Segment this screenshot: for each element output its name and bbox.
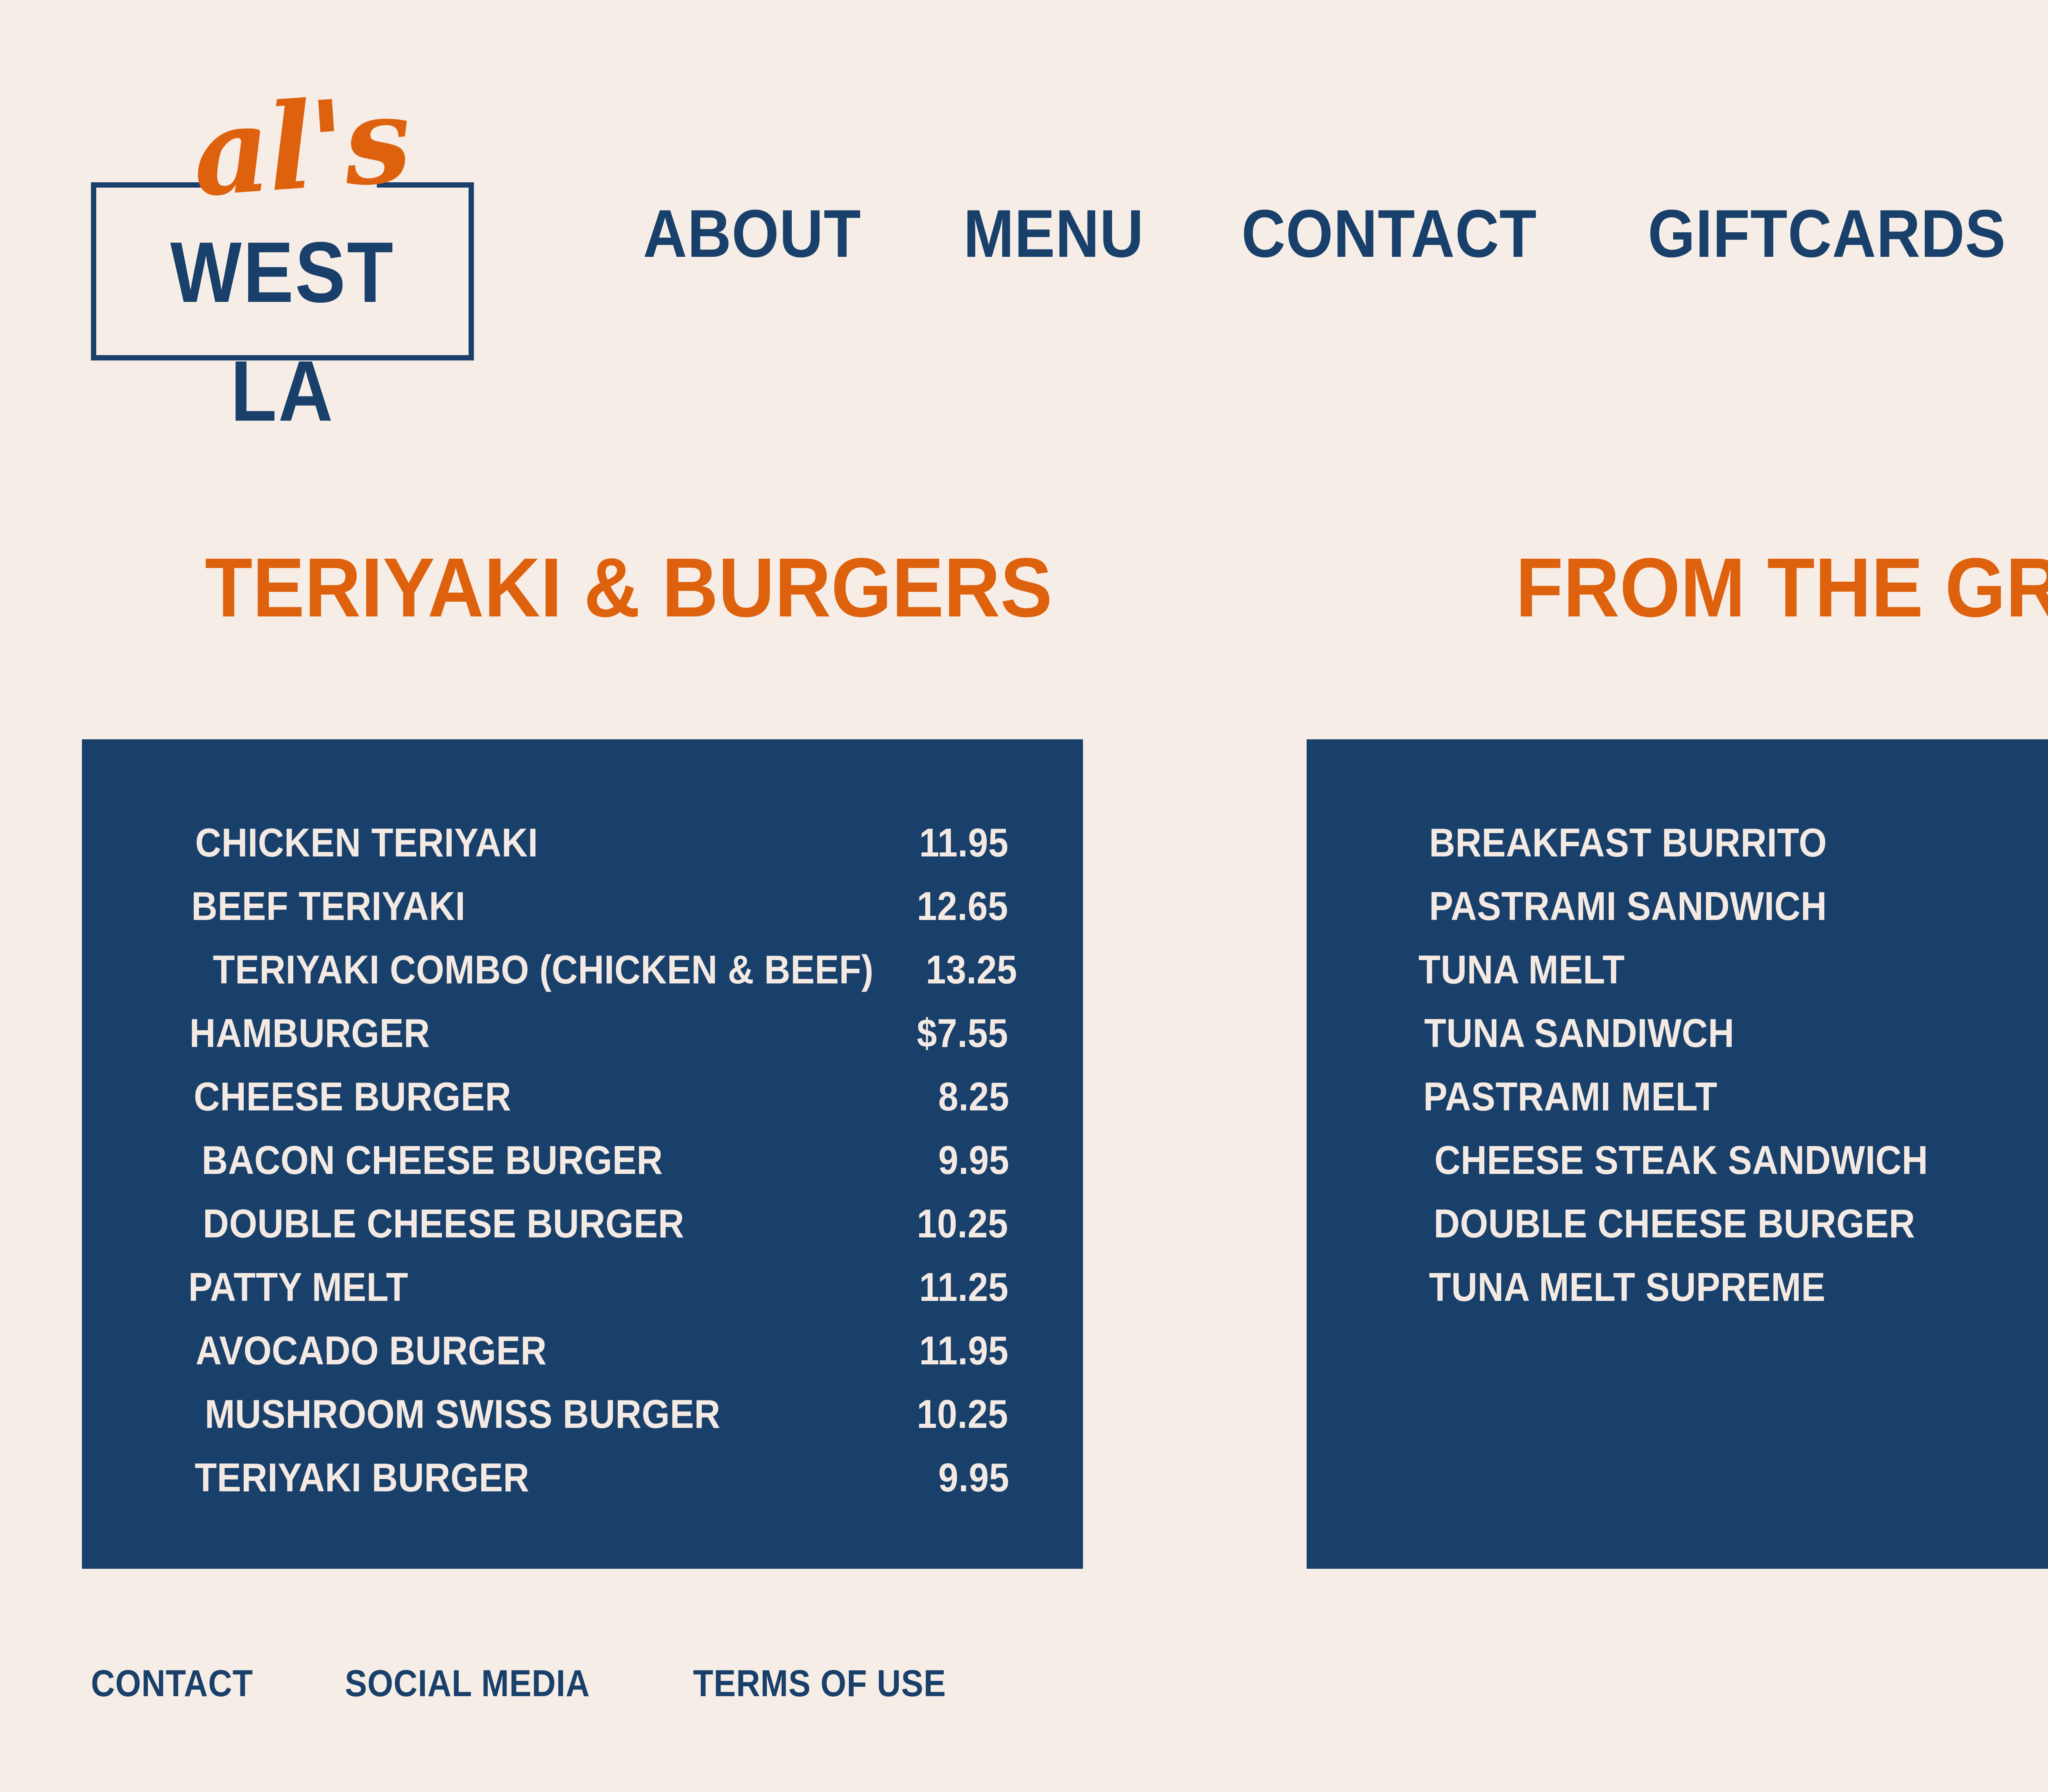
menu-item-name: PASTRAMI SANDWICH (1429, 884, 1827, 929)
nav-link-about[interactable]: ABOUT (643, 196, 861, 271)
menu-item-name: BREAKFAST BURRITO (1429, 820, 1827, 865)
menu-item-name: TERIYAKI COMBO (CHICKEN & BEEF) (213, 947, 874, 992)
dot-leader (421, 1300, 913, 1301)
menu-item: PASTRAMI MELT 11.95 (1407, 1065, 2048, 1128)
menu-item-price: 10.25 (917, 1391, 1008, 1437)
menu-item-name: TERIYAKI BURGER (195, 1455, 530, 1500)
footer-link-social-media[interactable]: SOCIAL MEDIA (344, 1663, 590, 1704)
site-header: al's WEST LA ABOUT MENU CONTACT GIFTCARD… (0, 0, 2048, 439)
menu-item: HAMBURGER $7.55 (176, 1001, 1013, 1065)
nav-link-menu[interactable]: MENU (963, 196, 1144, 271)
menu-item: DOUBLE CHEESE BURGER 10.25 (1407, 1192, 2048, 1255)
menu-item-price: 9.95 (938, 1455, 1010, 1500)
menu-panel-teriyaki-and-burgers: CHICKEN TERIYAKI 11.95 BEEF TERIYAKI 12.… (82, 739, 1083, 1569)
menu-item-name: PASTRAMI MELT (1423, 1074, 1717, 1119)
menu-item-name: BACON CHEESE BURGER (202, 1137, 663, 1183)
menu-item-name: CHEESE BURGER (194, 1074, 512, 1119)
menu-item: DOUBLE CHEESE BURGER 10.25 (176, 1192, 1013, 1255)
menu-item: PASTRAMI SANDWICH 12.35 (1407, 874, 2048, 938)
site-logo[interactable]: al's WEST LA (91, 70, 476, 439)
main-navigation: ABOUT MENU CONTACT GIFTCARDS GALLERY (643, 186, 2048, 281)
menu-panel-from-the-grill: BREAKFAST BURRITO 10.25 PASTRAMI SANDWIC… (1307, 739, 2048, 1569)
menu-item: BEEF TERIYAKI 12.65 (176, 874, 1013, 938)
menu-item-price: 11.25 (919, 1264, 1008, 1310)
menu-item: CHICKEN TERIYAKI 11.95 (176, 811, 1013, 874)
section-heading-teriyaki-and-burgers: TERIYAKI & BURGERS (205, 541, 1053, 635)
menu-item: TERIYAKI COMBO (CHICKEN & BEEF) 13.25 (176, 938, 1017, 1001)
logo-frame-border (91, 182, 474, 360)
footer-link-terms-of-use[interactable]: TERMS OF USE (693, 1663, 946, 1704)
menu-item: PATTY MELT 11.25 (176, 1255, 1013, 1319)
menu-section-teriyaki-and-burgers: TERIYAKI & BURGERS CHICKEN TERIYAKI 11.9… (82, 471, 1083, 1569)
menu-item: TUNA MELT SUPREME 12.45 (1407, 1255, 2048, 1319)
nav-link-giftcards[interactable]: GIFTCARDS (1647, 196, 2006, 271)
menu-item: BREAKFAST BURRITO 10.25 (1407, 811, 2048, 874)
footer-link-contact[interactable]: CONTACT (91, 1663, 253, 1704)
nav-link-contact[interactable]: CONTACT (1241, 196, 1537, 271)
menu-item: CHEESE STEAK SANDWICH 14.25 (1407, 1128, 2048, 1192)
dot-leader (1857, 1300, 2048, 1301)
menu-item-name: BEEF TERIYAKI (191, 884, 466, 929)
menu-item-name: TUNA SANDIWCH (1424, 1010, 1735, 1056)
section-heading-from-the-grill: FROM THE GRILL (1516, 541, 2048, 635)
menu-item-name: TUNA MELT SUPREME (1429, 1264, 1826, 1310)
site-footer: CONTACT SOCIAL MEDIA TERMS OF USE (91, 1647, 981, 1720)
menu-item-name: CHICKEN TERIYAKI (195, 820, 538, 865)
menu-item-name: HAMBURGER (189, 1010, 430, 1056)
menu-item: TUNA MELT 11.25 (1407, 938, 2048, 1001)
menu-item-price: 13.25 (926, 947, 1017, 992)
dot-leader (758, 1427, 902, 1428)
menu-item: CHEESE BURGER 8.25 (176, 1065, 1013, 1128)
logo-wordmark: WEST LA (170, 224, 395, 439)
logo-script-mask (201, 164, 377, 201)
menu-content: TERIYAKI & BURGERS CHICKEN TERIYAKI 11.9… (0, 471, 2048, 1569)
menu-item-name: DOUBLE CHEESE BURGER (203, 1201, 684, 1246)
menu-item-price: 11.95 (919, 820, 1008, 865)
menu-item-price: 9.95 (938, 1137, 1010, 1183)
menu-item-name: TUNA MELT (1418, 947, 1625, 992)
menu-item: TUNA SANDIWCH 11.25 (1407, 1001, 2048, 1065)
menu-item-price: 10.25 (917, 1201, 1008, 1246)
menu-item: AVOCADO BURGER 11.95 (176, 1319, 1013, 1382)
menu-section-from-the-grill: FROM THE GRILL BREAKFAST BURRITO 10.25 P… (1307, 471, 2048, 1569)
menu-item-price: 11.95 (919, 1328, 1008, 1373)
menu-item-price: 12.65 (917, 884, 1008, 929)
menu-item-price: $7.55 (917, 1010, 1008, 1056)
menu-item-name: MUSHROOM SWISS BURGER (204, 1391, 720, 1437)
menu-item-name: AVOCADO BURGER (195, 1328, 547, 1373)
menu-item: BACON CHEESE BURGER 9.95 (176, 1128, 1013, 1192)
menu-item: TERIYAKI BURGER 9.95 (176, 1446, 1013, 1509)
menu-item-name: DOUBLE CHEESE BURGER (1434, 1201, 1915, 1246)
logo-script-word: al's (188, 69, 413, 224)
menu-item-price: 8.25 (938, 1074, 1010, 1119)
menu-item: MUSHROOM SWISS BURGER 10.25 (176, 1382, 1013, 1446)
menu-item-name: CHEESE STEAK SANDWICH (1434, 1137, 1928, 1183)
menu-item-name: PATTY MELT (188, 1264, 408, 1310)
